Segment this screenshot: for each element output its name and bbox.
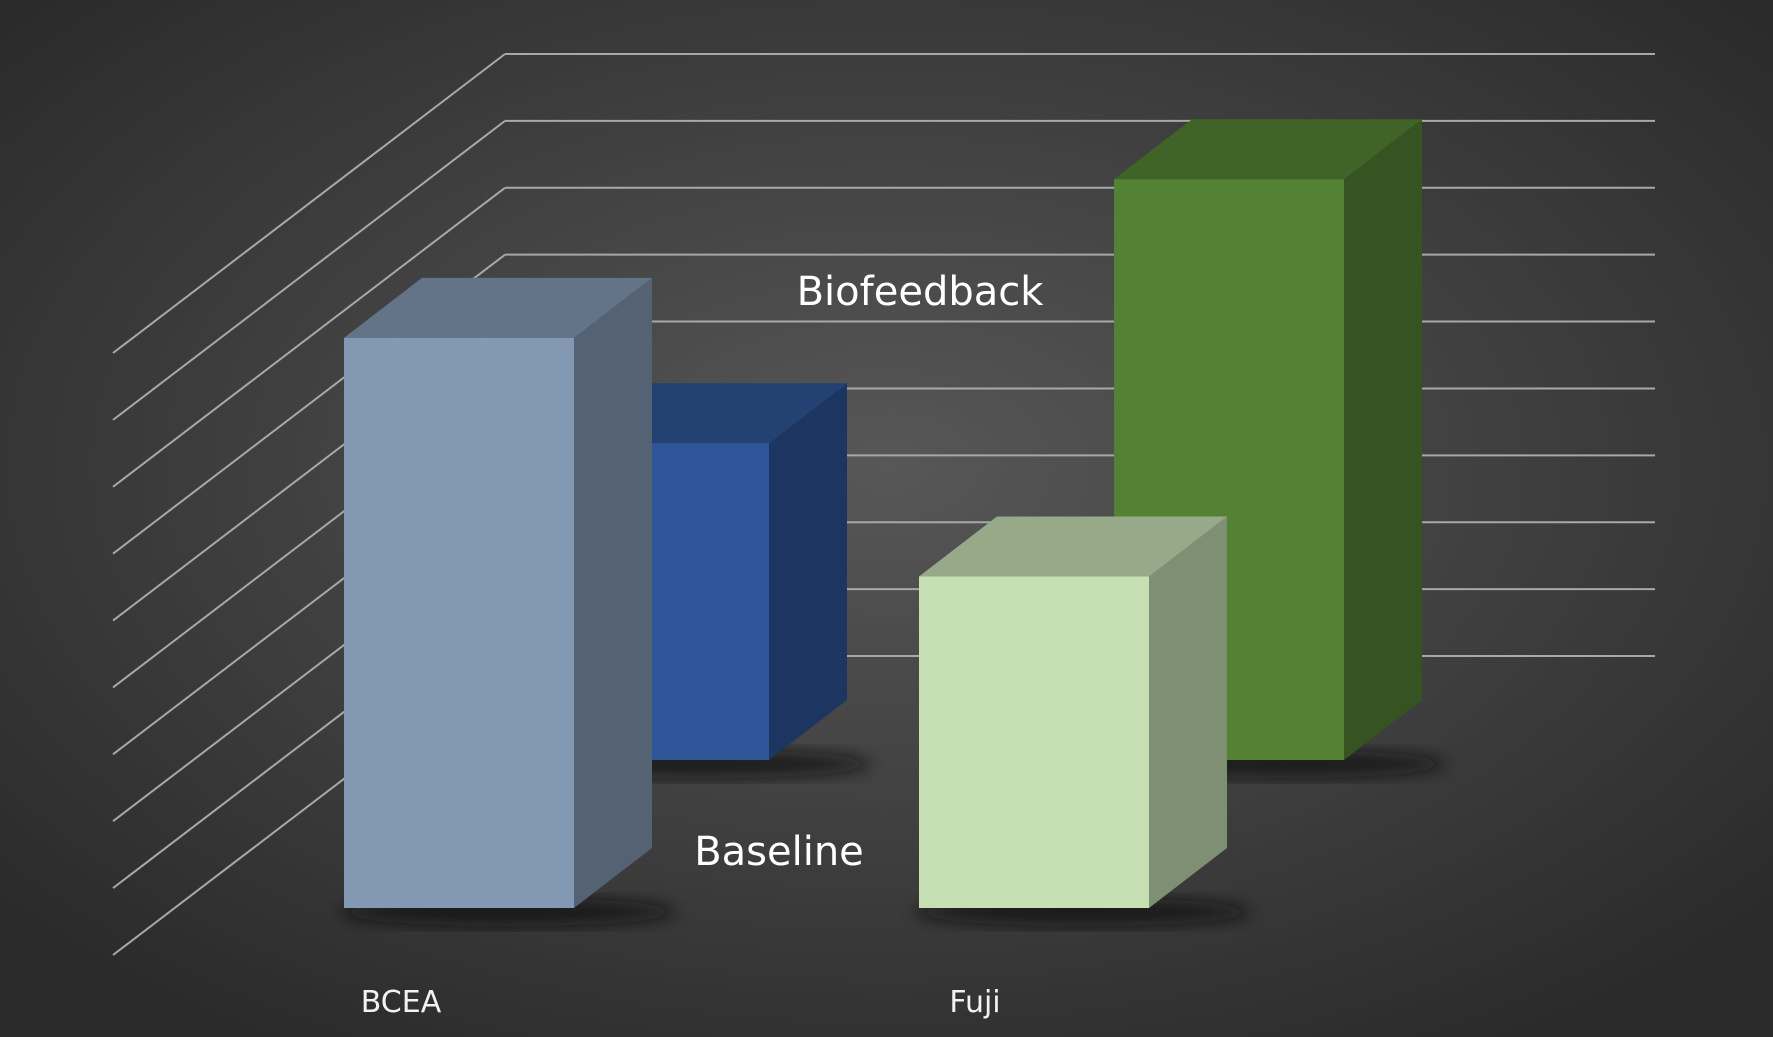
gridline-side-8 — [112, 120, 506, 421]
bar-baseline-bcea — [340, 277, 676, 926]
bar-baseline-fuji-top — [919, 516, 1227, 577]
series-label-biofeedback: Biofeedback — [797, 269, 1045, 315]
bar-biofeedback-fuji-top — [1114, 119, 1422, 180]
bar-baseline-bcea-side — [574, 277, 652, 908]
bar-biofeedback-fuji — [1110, 119, 1446, 778]
bars-baseline-series — [340, 277, 1251, 926]
series-labels-back: Biofeedback — [797, 269, 1045, 315]
series-label-baseline: Baseline — [694, 829, 864, 875]
bar-baseline-bcea-top — [344, 277, 652, 338]
bar-baseline-bcea-front — [344, 337, 574, 908]
series-labels-front: Baseline — [694, 829, 864, 875]
gridline-side-9 — [112, 53, 506, 354]
gridline-side-7 — [112, 186, 506, 488]
category-label-fuji: Fuji — [949, 985, 1000, 1020]
bar-biofeedback-bcea-side — [769, 383, 847, 760]
category-label-bcea: BCEA — [361, 985, 442, 1020]
bar-baseline-fuji-side — [1149, 516, 1227, 908]
bar-baseline-fuji-front — [919, 576, 1149, 908]
bar-baseline-fuji — [915, 516, 1251, 926]
bar-biofeedback-fuji-side — [1344, 119, 1422, 760]
category-labels: BCEA Fuji — [361, 985, 1001, 1020]
